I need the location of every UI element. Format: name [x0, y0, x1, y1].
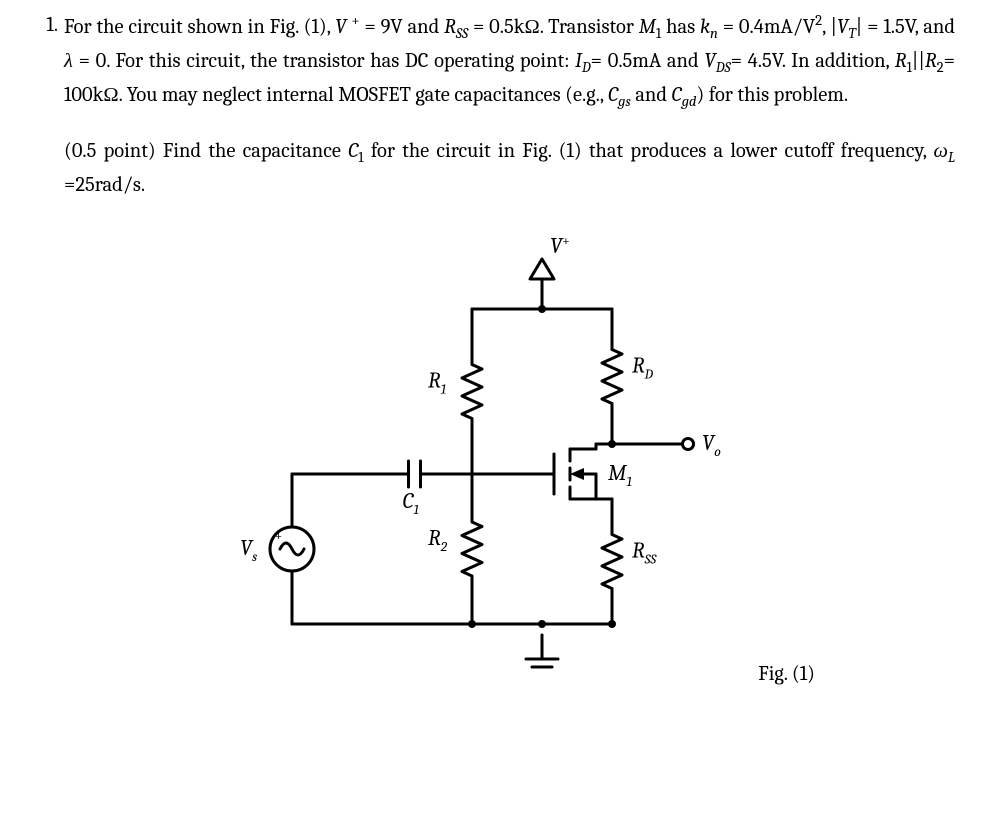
svg-text:RSS: RSS — [632, 538, 657, 568]
svg-text:R2: R2 — [428, 525, 448, 555]
figure-1: V+ R1 C1 R2 RD Vo M1 RSS + Vs Fig. (1) — [28, 229, 955, 686]
svg-text:V+: V+ — [550, 232, 570, 259]
svg-text:C1: C1 — [402, 488, 418, 518]
svg-text:+: + — [275, 529, 282, 544]
question-1: 1. For the circuit shown in Fig. (1), V … — [28, 10, 955, 114]
svg-text:M1: M1 — [608, 460, 632, 490]
svg-text:R1: R1 — [428, 368, 446, 398]
svg-text:RD: RD — [632, 353, 654, 383]
svg-text:Vo: Vo — [702, 430, 721, 460]
question-body: For the circuit shown in Fig. (1), V + =… — [64, 10, 955, 114]
figure-caption: Fig. (1) — [758, 663, 955, 686]
question-subpart: (0.5 point) Find the capacitance C1 for … — [28, 136, 955, 202]
question-number: 1. — [28, 10, 64, 42]
circuit-diagram: V+ R1 C1 R2 RD Vo M1 RSS + Vs — [212, 229, 772, 669]
svg-text:Vs: Vs — [240, 535, 257, 565]
